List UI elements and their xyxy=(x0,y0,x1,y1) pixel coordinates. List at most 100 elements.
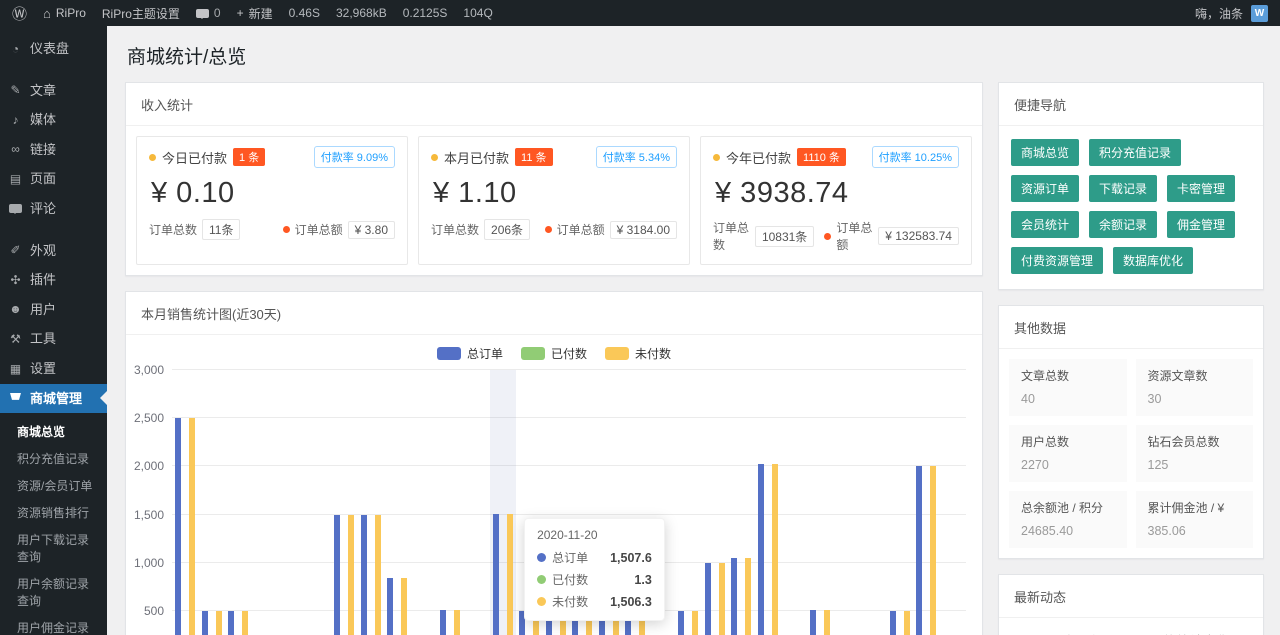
bar-未付数[interactable] xyxy=(215,610,222,635)
sales-bar-chart: 05001,0001,5002,0002,5003,0002020-11-082… xyxy=(134,363,966,635)
wordpress-logo-icon[interactable]: Ⓦ xyxy=(12,5,28,23)
quick-nav-button[interactable]: 卡密管理 xyxy=(1167,175,1236,202)
bar-总订单[interactable] xyxy=(519,610,526,635)
bar-未付数[interactable] xyxy=(559,610,566,635)
quick-nav-button[interactable]: 佣金管理 xyxy=(1167,211,1236,238)
quick-nav-button[interactable]: 积分充值记录 xyxy=(1089,139,1182,166)
bar-总订单[interactable] xyxy=(572,610,579,635)
bar-未付数[interactable] xyxy=(586,610,593,635)
bar-总订单[interactable] xyxy=(439,609,446,635)
submenu-item[interactable]: 资源销售排行 xyxy=(17,506,90,521)
sidebar-item-media[interactable]: ♪ 媒体 xyxy=(0,105,107,135)
stat-card-header: 本月已付款 11 条 付款率 5.34% xyxy=(431,146,677,168)
bar-未付数[interactable] xyxy=(771,464,778,635)
submenu-item[interactable]: 用户下载记录查询 xyxy=(17,533,90,565)
bar-总订单[interactable] xyxy=(386,578,393,635)
media-icon: ♪ xyxy=(12,112,19,127)
legend-label: 未付数 xyxy=(635,347,672,361)
bar-总订单[interactable] xyxy=(492,513,499,635)
paid-amount: ¥ 0.10 xyxy=(151,177,235,209)
quick-nav-button[interactable]: 余额记录 xyxy=(1089,211,1158,238)
sidebar-item-comments[interactable]: 评论 xyxy=(0,194,107,224)
income-panel-title: 收入统计 xyxy=(126,83,982,126)
bar-未付数[interactable] xyxy=(348,514,355,635)
quick-nav-button[interactable]: 下载记录 xyxy=(1089,175,1158,202)
bar-总订单[interactable] xyxy=(889,610,896,635)
bar-未付数[interactable] xyxy=(242,610,249,635)
bar-未付数[interactable] xyxy=(718,562,725,635)
tooltip-series-value: 1.3 xyxy=(634,572,652,587)
quick-nav-button[interactable]: 商城总览 xyxy=(1011,139,1080,166)
submenu-item[interactable]: 商城总览 xyxy=(17,425,66,440)
bar-总订单[interactable] xyxy=(678,610,685,635)
account-greeting[interactable]: 嗨，油条 xyxy=(1194,6,1243,21)
bar-未付数[interactable] xyxy=(453,609,460,635)
sidebar-item-label: 外观 xyxy=(30,242,57,258)
bar-总订单[interactable] xyxy=(625,610,632,635)
bar-未付数[interactable] xyxy=(824,609,831,635)
new-content-link[interactable]: + 新建 xyxy=(237,5,273,22)
bar-总订单[interactable] xyxy=(360,514,367,635)
orders-count-value: 11条 xyxy=(202,219,241,240)
quick-nav-button[interactable]: 数据库优化 xyxy=(1113,247,1194,274)
sidebar-item-pages[interactable]: ▤ 页面 xyxy=(0,164,107,194)
bar-未付数[interactable] xyxy=(903,610,910,635)
bar-总订单[interactable] xyxy=(228,610,235,635)
bar-未付数[interactable] xyxy=(692,610,699,635)
bar-总订单[interactable] xyxy=(334,514,341,635)
quick-nav-button[interactable]: 会员统计 xyxy=(1011,211,1080,238)
sidebar-item-links[interactable]: ∞ 链接 xyxy=(0,135,107,165)
legend-item-未付数[interactable]: 未付数 xyxy=(605,345,671,362)
bar-总订单[interactable] xyxy=(810,609,817,635)
quick-nav-button[interactable]: 资源订单 xyxy=(1011,175,1080,202)
right-column: 便捷导航 商城总览 积分充值记录 资源订单 下载记录 卡密管理 会员统计 余额记录 佣金管理付… xyxy=(998,82,1264,635)
metric-label: 钻石会员总数 xyxy=(1147,435,1220,449)
submenu-item[interactable]: 用户余额记录查询 xyxy=(17,577,90,609)
orders-total-label: 订单总额 xyxy=(294,223,343,237)
metric-cell: 总余额池 / 积分 24685.40 xyxy=(1009,491,1127,548)
bar-未付数[interactable] xyxy=(930,466,937,635)
submenu-item[interactable]: 积分充值记录 xyxy=(17,452,90,467)
legend-item-总订单[interactable]: 总订单 xyxy=(436,345,503,362)
posts-icon: ✎ xyxy=(10,83,21,98)
avatar[interactable]: W xyxy=(1251,4,1268,22)
bar-总订单[interactable] xyxy=(545,610,552,635)
metric-label: 总余额池 / 积分 xyxy=(1021,501,1104,515)
sidebar-item-settings[interactable]: ▦ 设置 xyxy=(0,354,107,384)
orders-count-value: 10831条 xyxy=(754,225,815,247)
metric-value: 385.06 xyxy=(1147,524,1186,538)
sidebar-item-appearance[interactable]: ✐ 外观 xyxy=(0,236,107,266)
comments-link[interactable]: 0 xyxy=(195,6,221,20)
submenu-item[interactable]: 用户佣金记录查询 xyxy=(17,621,90,635)
count-badge: 11 条 xyxy=(515,148,553,166)
quick-nav-button[interactable]: 付费资源管理 xyxy=(1011,247,1104,274)
sidebar-item-tools[interactable]: ⚒ 工具 xyxy=(0,324,107,354)
submenu-item[interactable]: 资源/会员订单 xyxy=(17,479,93,494)
legend-label: 总订单 xyxy=(466,347,503,361)
bar-总订单[interactable] xyxy=(704,562,711,635)
sidebar-item-cart[interactable]: 商城管理 xyxy=(0,383,107,414)
bar-总订单[interactable] xyxy=(916,466,923,635)
bar-总订单[interactable] xyxy=(731,557,738,635)
sidebar-item-dashboard[interactable]: ◔ 仪表盘 xyxy=(0,34,107,64)
sidebar-item-label: 用户 xyxy=(30,301,57,317)
sidebar-item-plugins[interactable]: ✣ 插件 xyxy=(0,265,107,295)
sidebar-item-posts[interactable]: ✎ 文章 xyxy=(0,76,107,106)
theme-settings-link[interactable]: RiPro主题设置 xyxy=(101,6,180,21)
gridline xyxy=(172,513,966,515)
bar-未付数[interactable] xyxy=(374,514,381,635)
bar-总订单[interactable] xyxy=(757,464,764,635)
bar-未付数[interactable] xyxy=(400,578,407,635)
bar-总订单[interactable] xyxy=(175,418,182,635)
admin-menu: ◔ 仪表盘 ✎ 文章 ♪ 媒体 ∞ 链接 ▤ 页面 评论 ✐ 外观 ✣ 插件 ☻ 用户 ⚒ 工具 ▦ 设置 商城管理商城总… xyxy=(0,26,107,635)
sidebar-item-users[interactable]: ☻ 用户 xyxy=(0,295,107,325)
legend-item-已付数[interactable]: 已付数 xyxy=(520,345,587,362)
stat-card-footer: 订单总数 206条 订单总额 ¥ 3184.00 xyxy=(431,219,677,240)
bar-未付数[interactable] xyxy=(533,610,540,635)
bar-未付数[interactable] xyxy=(639,610,646,635)
bar-未付数[interactable] xyxy=(745,557,752,635)
bar-未付数[interactable] xyxy=(506,513,513,635)
bar-未付数[interactable] xyxy=(189,418,196,635)
site-home-link[interactable]: ⌂ RiPro xyxy=(43,6,86,21)
bar-总订单[interactable] xyxy=(201,610,208,635)
